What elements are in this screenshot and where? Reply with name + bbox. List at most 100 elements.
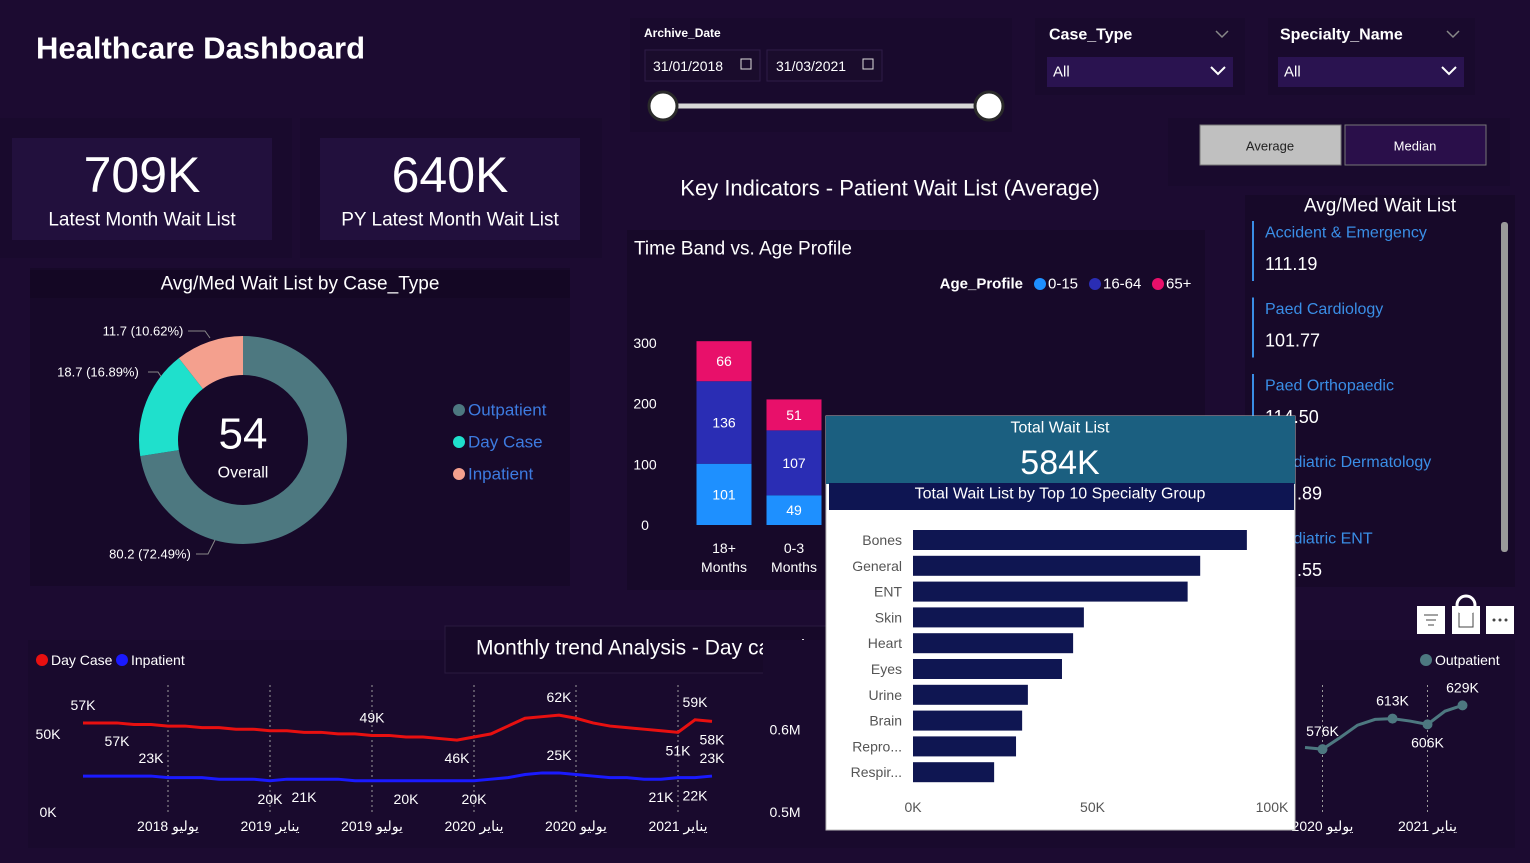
bar-segment bbox=[766, 430, 822, 496]
bar bbox=[913, 684, 1028, 705]
data-label: 20K bbox=[394, 791, 420, 807]
point-marker bbox=[1317, 744, 1328, 755]
data-label: 58K bbox=[700, 731, 726, 747]
chevron bbox=[1210, 66, 1226, 76]
focus-icon[interactable] bbox=[1452, 606, 1480, 634]
data-label: 21K bbox=[292, 789, 318, 805]
x-tick-label: يناير 2020 bbox=[444, 818, 503, 835]
icon-dot bbox=[1498, 618, 1502, 622]
y-tick-label: General bbox=[852, 558, 902, 574]
data-label: 51 bbox=[786, 407, 802, 423]
data-label: 57K bbox=[71, 697, 97, 713]
tooltip-value: 584K bbox=[1020, 444, 1100, 482]
chart-title: Total Wait List by Top 10 Specialty Grou… bbox=[915, 486, 1206, 503]
data-label: 49 bbox=[786, 502, 802, 518]
icon-dot bbox=[1492, 618, 1496, 622]
item-name: Accident & Emergency bbox=[1265, 225, 1427, 242]
y-tick-label: 300 bbox=[633, 335, 657, 351]
line-series bbox=[83, 713, 713, 742]
data-label: 18.7 (16.89%) bbox=[57, 365, 139, 380]
legend-marker bbox=[1152, 278, 1164, 290]
dropdown[interactable] bbox=[1047, 57, 1233, 87]
date-start[interactable]: 31/01/2018 bbox=[653, 58, 723, 74]
bar bbox=[913, 555, 1201, 576]
data-label: 25K bbox=[547, 747, 573, 763]
data-label: 11.7 (10.62%) bbox=[103, 324, 184, 339]
legend-label: Inpatient bbox=[131, 652, 185, 668]
legend-marker bbox=[1089, 278, 1101, 290]
data-label: 59K bbox=[683, 694, 709, 710]
data-label: 613K bbox=[1376, 693, 1409, 709]
item-name: Paed Orthopaedic bbox=[1265, 378, 1394, 395]
kpi-card bbox=[12, 138, 272, 240]
data-label: 49K bbox=[360, 709, 386, 725]
data-label: 629K bbox=[1446, 679, 1479, 695]
data-label: 22K bbox=[683, 788, 709, 804]
chevron bbox=[1446, 30, 1460, 39]
toggle-button[interactable] bbox=[1344, 124, 1487, 166]
data-label: 136 bbox=[712, 414, 736, 430]
legend-label: Outpatient bbox=[1435, 652, 1500, 668]
scrollbar[interactable] bbox=[1501, 222, 1508, 552]
list-title: Avg/Med Wait List bbox=[1304, 196, 1457, 217]
toggle-label[interactable]: Median bbox=[1394, 139, 1437, 154]
y-tick-label: 200 bbox=[633, 396, 657, 412]
bar-segment bbox=[696, 381, 752, 464]
y-tick-label: Heart bbox=[868, 635, 902, 651]
item-value: .89 bbox=[1297, 484, 1322, 504]
leader-line bbox=[188, 330, 211, 339]
lock-icon bbox=[1455, 594, 1477, 616]
toggle-button[interactable] bbox=[1199, 124, 1342, 166]
dropdown-value[interactable]: All bbox=[1284, 64, 1301, 81]
charts: Accident & Emergency 111.19 Paed Cardiolog… bbox=[36, 221, 1500, 835]
bar bbox=[913, 762, 995, 783]
calendar-icon bbox=[740, 58, 752, 70]
kpi-label: Latest Month Wait List bbox=[48, 210, 236, 231]
y-tick-label: Respir... bbox=[851, 764, 902, 780]
date-end[interactable]: 31/03/2021 bbox=[776, 58, 846, 74]
bar bbox=[913, 659, 1062, 679]
slider-handle[interactable] bbox=[647, 90, 679, 122]
donut-slice bbox=[138, 358, 203, 457]
x-tick-label: 0K bbox=[904, 799, 922, 815]
bar bbox=[913, 530, 1247, 550]
calendar-icon bbox=[862, 58, 874, 70]
slider-handle[interactable] bbox=[973, 90, 1005, 122]
data-label: 21K bbox=[649, 789, 675, 805]
x-tick-label: 50K bbox=[1080, 799, 1106, 815]
item-name: Paediatric Dermatology bbox=[1265, 454, 1431, 471]
x-tick-label: يناير 2021 bbox=[1398, 818, 1457, 835]
y-tick-label: 0 bbox=[641, 517, 649, 533]
dropdown[interactable] bbox=[1278, 57, 1464, 87]
legend-label: 0-15 bbox=[1048, 276, 1078, 293]
data-label: 576K bbox=[1306, 723, 1339, 739]
dropdown-value[interactable]: All bbox=[1053, 64, 1070, 81]
donut-slice bbox=[140, 336, 347, 544]
bar-segment bbox=[696, 463, 752, 525]
legend-label: Inpatient bbox=[468, 465, 533, 484]
toggle-label[interactable]: Average bbox=[1246, 139, 1294, 154]
x-tick-label: يناير 2021 bbox=[648, 818, 707, 835]
x-tick-label: يوليو 2020 bbox=[545, 818, 607, 835]
chevron bbox=[1441, 66, 1457, 76]
legend-label: Day Case bbox=[51, 652, 113, 668]
kpi-card bbox=[320, 138, 580, 240]
data-label: 23K bbox=[139, 750, 165, 766]
data-label: 20K bbox=[462, 791, 488, 807]
bar-segment bbox=[766, 495, 822, 525]
slicer-label: Specialty_Name bbox=[1280, 27, 1403, 44]
y-tick-label: Urine bbox=[869, 687, 903, 703]
legend-marker bbox=[1420, 654, 1432, 666]
legend-marker bbox=[1034, 278, 1046, 290]
y-tick-label: 0.5M bbox=[769, 804, 800, 820]
legend-label: 65+ bbox=[1166, 276, 1192, 293]
leader-line bbox=[148, 371, 163, 379]
y-tick-label: 0K bbox=[39, 804, 57, 820]
y-tick-label: 50K bbox=[36, 726, 62, 742]
legend-marker bbox=[453, 404, 465, 416]
chevron bbox=[1215, 30, 1229, 39]
bar-segment bbox=[696, 341, 752, 382]
data-label: 57K bbox=[105, 733, 131, 749]
bar-segment bbox=[766, 399, 822, 431]
y-tick-label: Bones bbox=[862, 532, 902, 548]
